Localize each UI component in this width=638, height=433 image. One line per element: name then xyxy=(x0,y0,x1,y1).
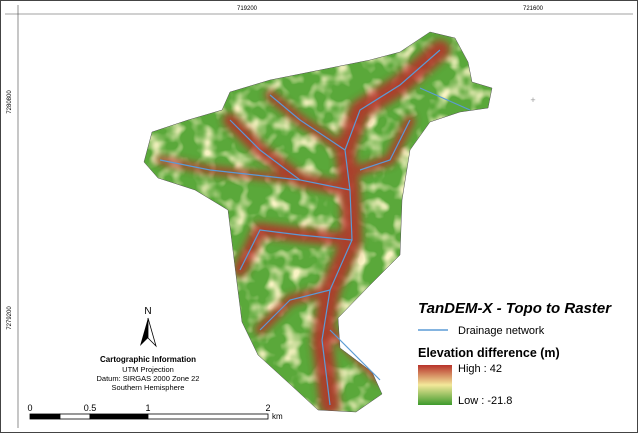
legend-low: Low : -21.8 xyxy=(458,395,512,407)
grid-cross: + xyxy=(530,95,535,105)
legend-elevation-title: Elevation difference (m) xyxy=(418,346,560,360)
scale-label: 1 xyxy=(145,403,150,413)
legend-ramp xyxy=(418,365,452,405)
scale-label: 2 xyxy=(265,403,270,413)
scale-label: 0.5 xyxy=(84,403,97,413)
scale-bar xyxy=(30,414,268,419)
scale-unit: km xyxy=(272,412,283,421)
page: 719200 721600 7280800 7279200 + TanDEM-X… xyxy=(0,0,638,433)
legend-high: High : 42 xyxy=(458,363,502,375)
x-coord: 721600 xyxy=(523,6,544,12)
info-line: Datum: SIRGAS 2000 Zone 22 xyxy=(97,374,200,383)
scale-label: 0 xyxy=(27,403,32,413)
y-coord: 7280800 xyxy=(7,90,13,114)
north-label: N xyxy=(144,306,151,317)
x-coord: 719200 xyxy=(237,6,258,12)
legend-title: TanDEM-X - Topo to Raster xyxy=(418,300,612,317)
info-title: Cartographic Information xyxy=(100,355,196,364)
info-line: UTM Projection xyxy=(122,365,174,374)
y-coord: 7279200 xyxy=(7,306,13,330)
map: 719200 721600 7280800 7279200 + TanDEM-X… xyxy=(0,0,638,433)
legend-drainage: Drainage network xyxy=(458,325,545,337)
info-line: Southern Hemisphere xyxy=(112,383,185,392)
